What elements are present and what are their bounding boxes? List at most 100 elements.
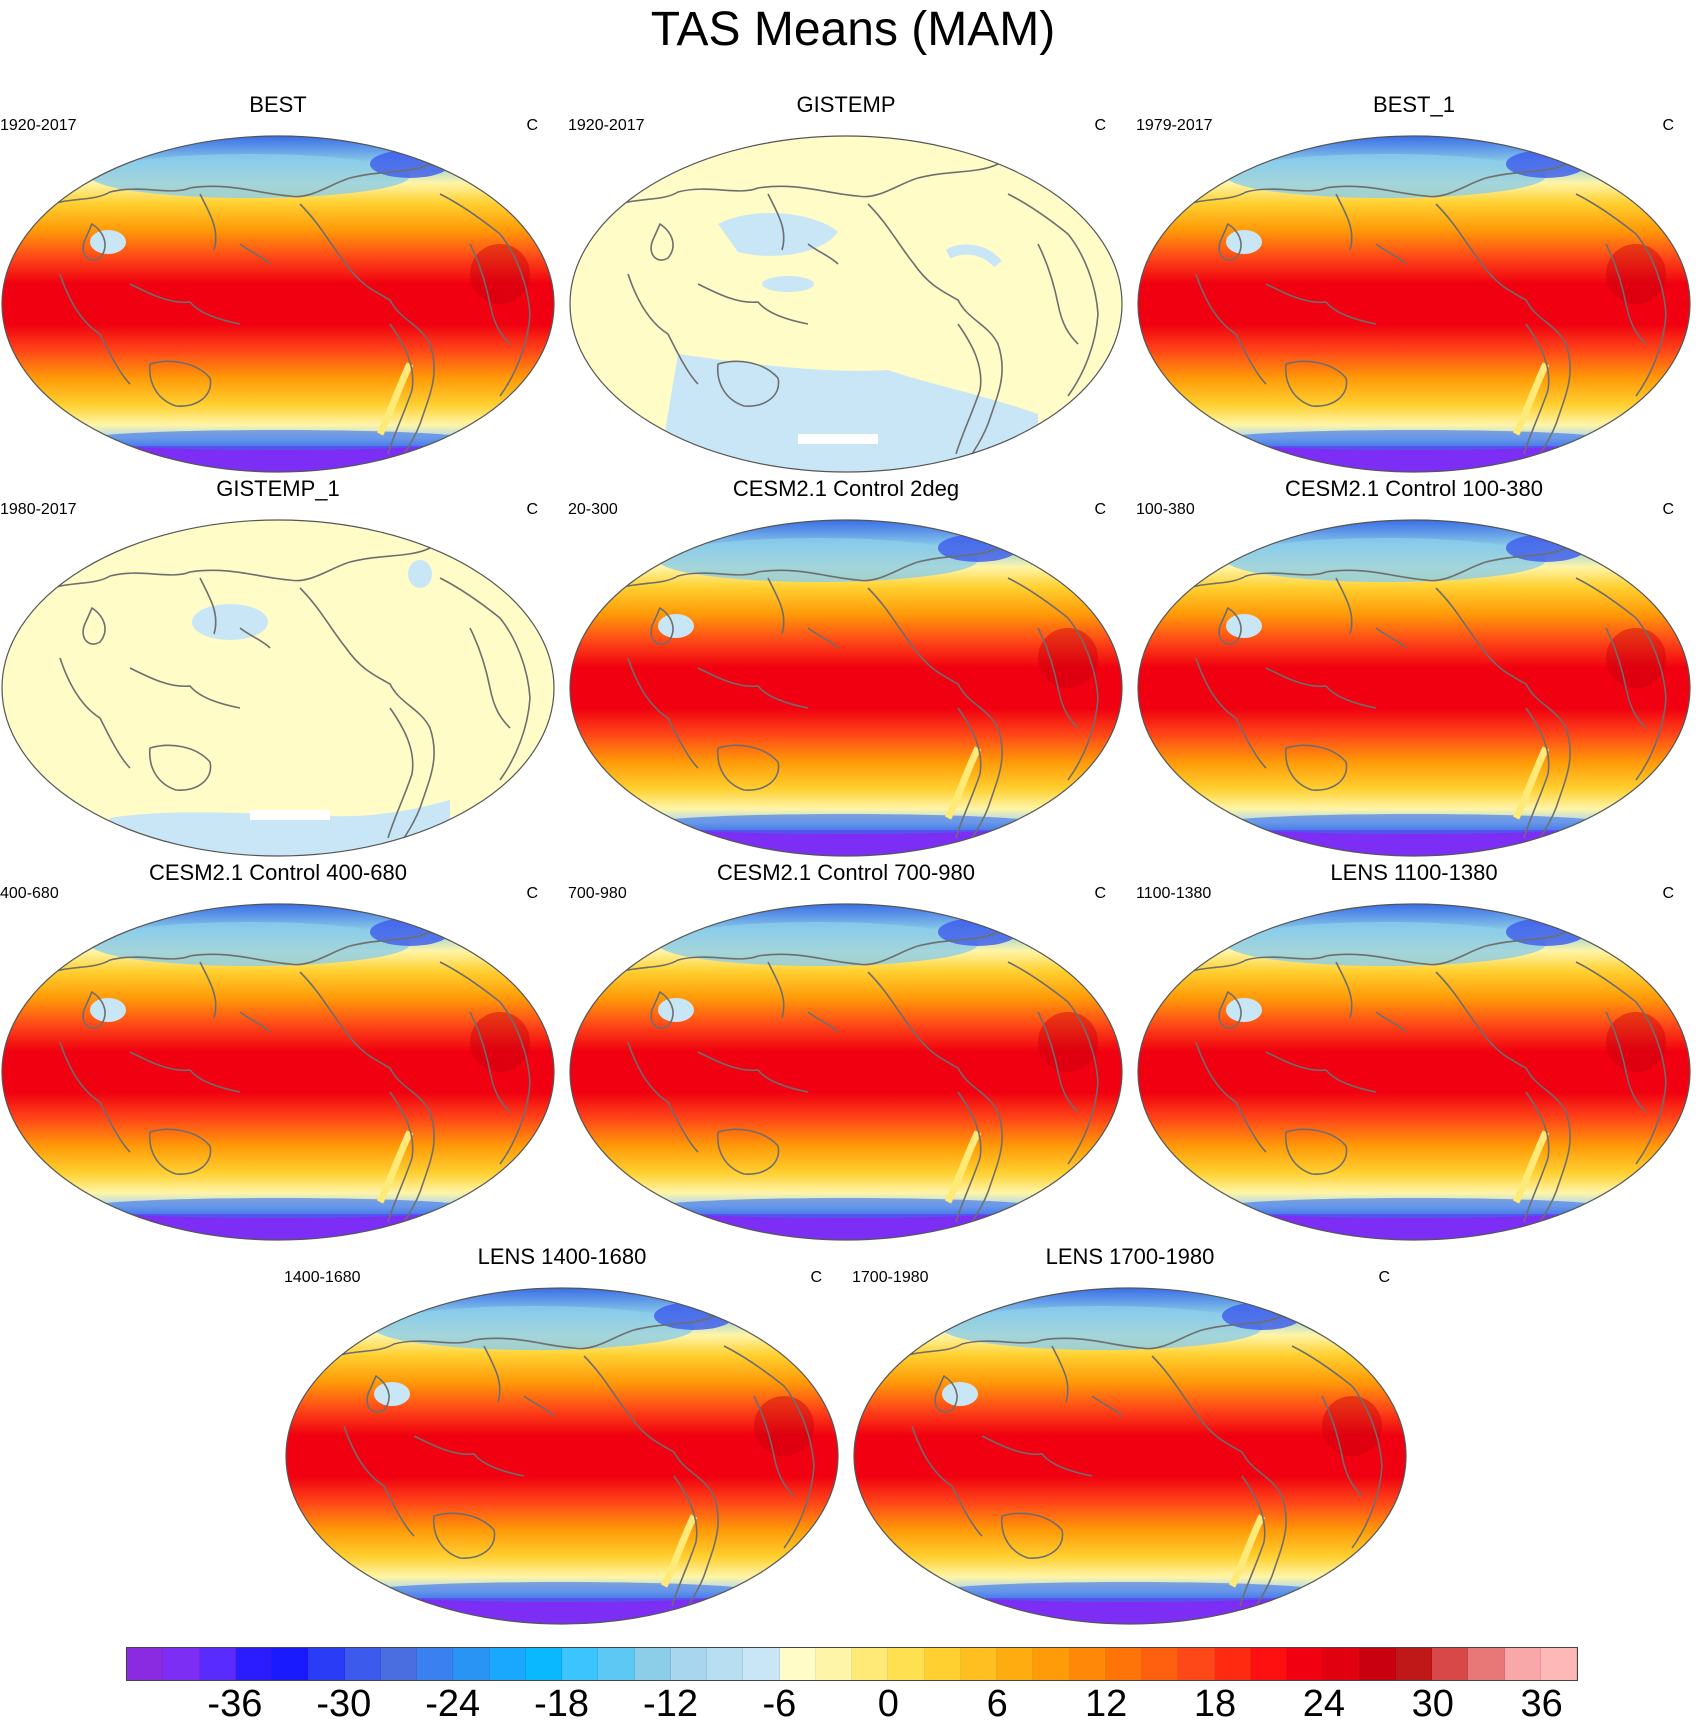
panel-period: 1700-1980 [852, 1269, 929, 1286]
panel-title: LENS 1100-1380 [1330, 860, 1498, 885]
map-panel-cesm-2deg: CESM2.1 Control 2deg 20-300 C [568, 476, 1124, 848]
panel-title: GISTEMP_1 [216, 476, 340, 501]
map-full-field [0, 902, 556, 1242]
colorbar-tick-label: 0 [877, 1683, 899, 1725]
panel-units: C [810, 1269, 822, 1286]
colorbar-swatch [1504, 1648, 1541, 1680]
map-panel-cesm-100-380: CESM2.1 Control 100-380 100-380 C [1136, 476, 1692, 848]
panel-period: 100-380 [1136, 501, 1195, 518]
map-panel-cesm-400-680: CESM2.1 Control 400-680 400-680 C [0, 860, 556, 1232]
colorbar-swatch [598, 1648, 635, 1680]
panel-period: 20-300 [568, 501, 618, 518]
map-full-field [1136, 134, 1692, 474]
colorbar-swatch [1250, 1648, 1287, 1680]
colorbar-swatch [779, 1648, 816, 1680]
panel-period: 700-980 [568, 885, 627, 902]
colorbar-tick-label: 30 [1411, 1683, 1454, 1725]
panel-units: C [1094, 501, 1106, 518]
colorbar-swatch [670, 1648, 707, 1680]
colorbar-swatch [1468, 1648, 1505, 1680]
map-panel-gistemp-1: GISTEMP_1 1980-2017 C [0, 476, 556, 848]
panel-period: 1400-1680 [284, 1269, 361, 1286]
colorbar-swatch [924, 1648, 961, 1680]
colorbar-swatch [815, 1648, 852, 1680]
figure-title: TAS Means (MAM) [650, 3, 1056, 56]
colorbar-swatch [272, 1648, 309, 1680]
panel-title: LENS 1700-1980 [1045, 1244, 1215, 1269]
colorbar-tick-label: 36 [1520, 1683, 1563, 1725]
panel-units: C [1094, 885, 1106, 902]
colorbar-swatch [127, 1648, 164, 1680]
colorbar-tick-label: 12 [1084, 1683, 1128, 1725]
colorbar-swatch [1178, 1648, 1215, 1680]
colorbar-swatch [453, 1648, 490, 1680]
colorbar-tick-label: -30 [316, 1683, 372, 1725]
colorbar-tick-label: -24 [425, 1683, 481, 1725]
colorbar-tick-label: 18 [1193, 1683, 1237, 1725]
colorbar-swatch [1069, 1648, 1106, 1680]
colorbar-swatch [308, 1648, 345, 1680]
map-panel-gistemp: GISTEMP 1920-2017 C [568, 92, 1124, 464]
panel-units: C [1662, 117, 1674, 134]
colorbar-swatch [1214, 1648, 1251, 1680]
colorbar-swatch [1395, 1648, 1432, 1680]
colorbar-tick-label: -6 [762, 1683, 797, 1725]
map-panel-lens-1400-1680: LENS 1400-1680 1400-1680 C [284, 1244, 840, 1616]
panel-units: C [1378, 1269, 1390, 1286]
colorbar-swatch [489, 1648, 526, 1680]
colorbar-swatch [1432, 1648, 1469, 1680]
colorbar-swatch [525, 1648, 562, 1680]
colorbar-tick-labels: -36 -30 -24 -18 -12 -6 0 6 12 18 24 30 36 [0, 1684, 1706, 1724]
panel-period: 1980-2017 [0, 501, 77, 518]
map-anomaly-field [0, 518, 556, 858]
colorbar-swatch [199, 1648, 236, 1680]
panel-period: 400-680 [0, 885, 59, 902]
colorbar-swatch [1142, 1648, 1179, 1680]
map-panel-best-1: BEST_1 1979-2017 C [1136, 92, 1692, 464]
panel-units: C [526, 885, 538, 902]
panel-period: 1920-2017 [568, 117, 645, 134]
colorbar-swatch [1359, 1648, 1396, 1680]
colorbar-swatch [888, 1648, 925, 1680]
map-full-field [568, 518, 1124, 858]
panel-title: GISTEMP [796, 92, 896, 117]
colorbar-swatch [743, 1648, 780, 1680]
panel-units: C [526, 501, 538, 518]
colorbar-swatch [634, 1648, 671, 1680]
colorbar-swatch [1105, 1648, 1142, 1680]
colorbar-swatch [344, 1648, 381, 1680]
panel-period: 1100-1380 [1136, 885, 1212, 902]
colorbar-tick-label: -36 [207, 1683, 263, 1725]
colorbar-swatch [163, 1648, 200, 1680]
panel-title: CESM2.1 Control 700-980 [716, 860, 976, 885]
colorbar-swatch [852, 1648, 889, 1680]
panel-title: LENS 1400-1680 [477, 1244, 647, 1269]
map-full-field [852, 1286, 1408, 1626]
colorbar-swatch [562, 1648, 599, 1680]
colorbar-swatch [1540, 1648, 1577, 1680]
colorbar-tick-label: -12 [643, 1683, 698, 1725]
colorbar-swatch [707, 1648, 744, 1680]
colorbar-swatch [997, 1648, 1034, 1680]
panel-title: BEST_1 [1373, 92, 1455, 117]
map-panel-cesm-700-980: CESM2.1 Control 700-980 700-980 C [568, 860, 1124, 1232]
colorbar-swatch [1287, 1648, 1324, 1680]
map-full-field [1136, 518, 1692, 858]
colorbar-swatch [417, 1648, 454, 1680]
map-full-field [0, 134, 556, 474]
panel-title: CESM2.1 Control 100-380 [1284, 476, 1544, 501]
map-full-field [568, 902, 1124, 1242]
panel-title: BEST [249, 92, 307, 117]
panel-period: 1920-2017 [0, 117, 77, 134]
panel-units: C [1662, 885, 1674, 902]
panel-units: C [1094, 117, 1106, 134]
colorbar [126, 1647, 1578, 1681]
map-panel-lens-1100-1380: LENS 1100-1380 1100-1380 C [1136, 860, 1692, 1232]
map-full-field [1136, 902, 1692, 1242]
colorbar-swatch [380, 1648, 417, 1680]
colorbar-swatch [960, 1648, 997, 1680]
map-full-field [284, 1286, 840, 1626]
map-panel-lens-1700-1980: LENS 1700-1980 1700-1980 C [852, 1244, 1408, 1616]
colorbar-swatch [1033, 1648, 1070, 1680]
map-anomaly-field [568, 134, 1124, 474]
